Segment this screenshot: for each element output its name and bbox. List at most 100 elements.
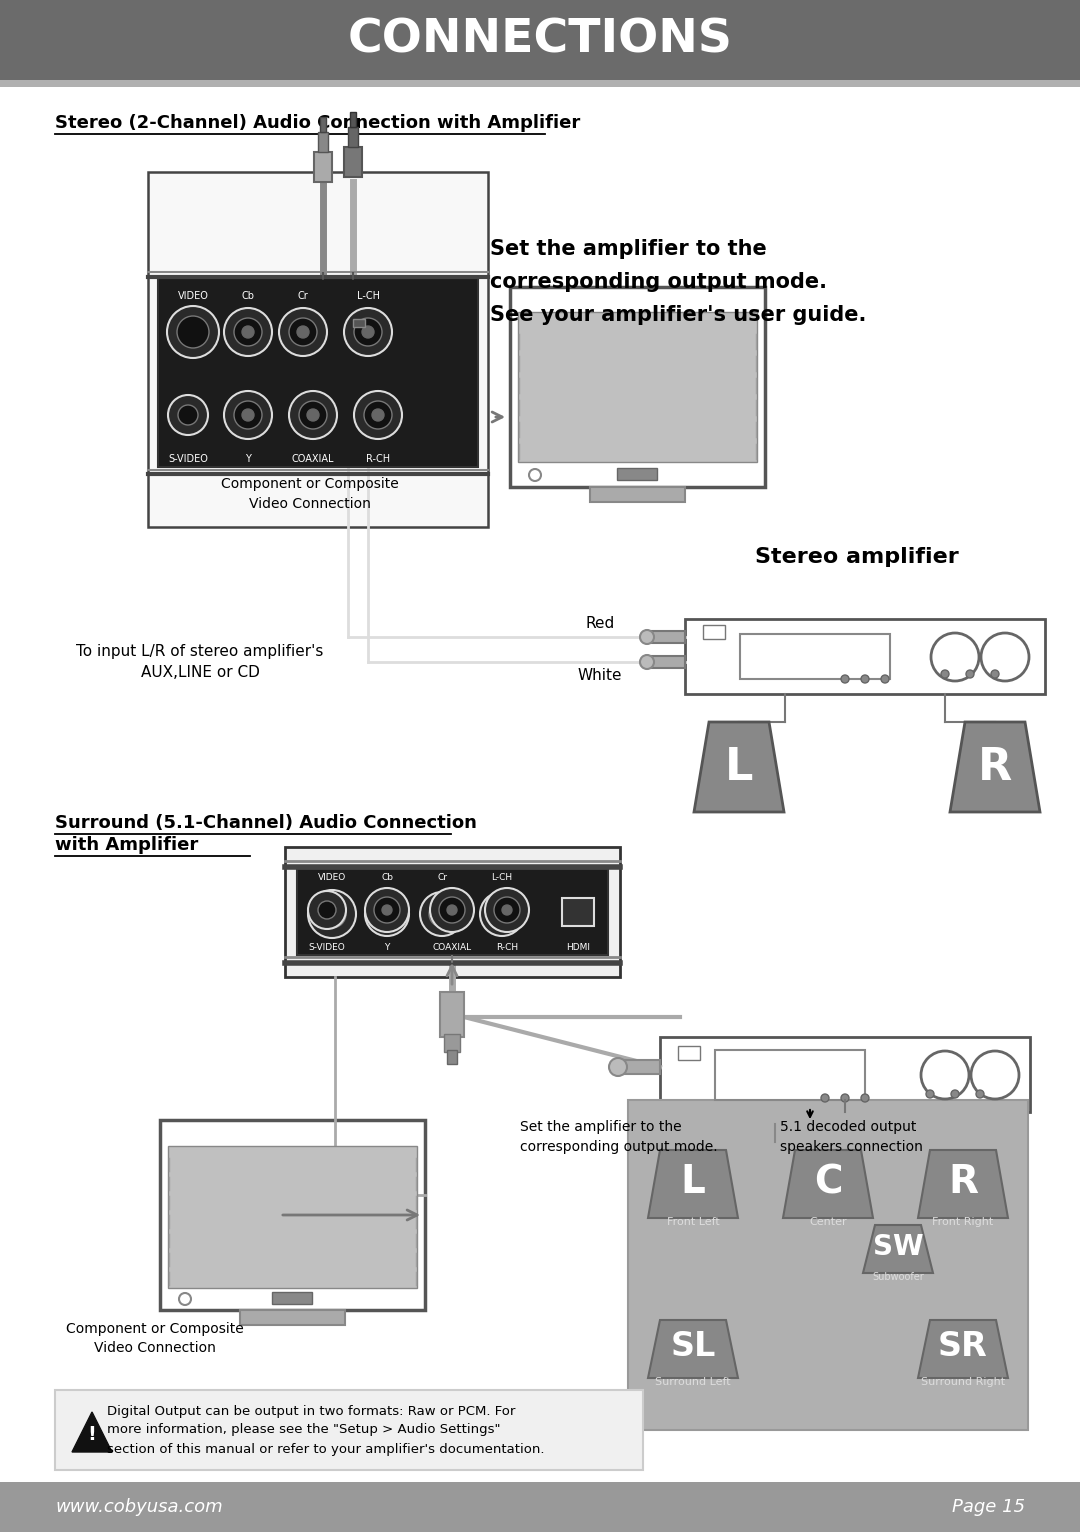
Text: Cr: Cr bbox=[437, 873, 447, 881]
Text: www.cobyusa.com: www.cobyusa.com bbox=[55, 1498, 222, 1517]
Bar bbox=[348, 127, 357, 147]
Bar bbox=[168, 1146, 417, 1288]
Circle shape bbox=[318, 899, 346, 928]
Text: COAXIAL: COAXIAL bbox=[292, 453, 334, 464]
Text: Y: Y bbox=[384, 942, 390, 951]
Bar bbox=[314, 152, 332, 182]
Bar bbox=[148, 172, 488, 527]
Circle shape bbox=[289, 391, 337, 440]
Circle shape bbox=[861, 1094, 869, 1102]
Circle shape bbox=[881, 676, 889, 683]
Text: To input L/R of stereo amplifier's
AUX,LINE or CD: To input L/R of stereo amplifier's AUX,L… bbox=[77, 643, 324, 680]
Circle shape bbox=[640, 656, 654, 669]
Bar bbox=[678, 1046, 700, 1060]
Circle shape bbox=[365, 892, 409, 936]
Circle shape bbox=[981, 633, 1029, 682]
Bar bbox=[617, 467, 657, 480]
Circle shape bbox=[502, 905, 512, 915]
Bar bbox=[650, 631, 685, 643]
Circle shape bbox=[497, 908, 507, 919]
Text: L: L bbox=[725, 746, 753, 789]
Bar bbox=[440, 993, 464, 1037]
Polygon shape bbox=[648, 1321, 738, 1377]
Bar bbox=[510, 286, 765, 487]
Circle shape bbox=[234, 401, 262, 429]
Bar bbox=[444, 1034, 460, 1052]
Circle shape bbox=[841, 1094, 849, 1102]
Circle shape bbox=[224, 391, 272, 440]
Bar bbox=[0, 0, 1080, 80]
Bar bbox=[627, 1100, 1028, 1429]
Bar bbox=[55, 1390, 643, 1471]
Text: with Amplifier: with Amplifier bbox=[55, 836, 199, 853]
Polygon shape bbox=[72, 1413, 112, 1452]
Circle shape bbox=[529, 469, 541, 481]
Bar bbox=[650, 656, 685, 668]
Bar bbox=[240, 1310, 345, 1325]
Bar bbox=[160, 1120, 426, 1310]
Text: Digital Output can be output in two formats: Raw or PCM. For
more information, p: Digital Output can be output in two form… bbox=[107, 1405, 544, 1455]
Text: COAXIAL: COAXIAL bbox=[432, 942, 472, 951]
Text: S-VIDEO: S-VIDEO bbox=[309, 942, 346, 951]
Circle shape bbox=[177, 316, 210, 348]
Text: Cr: Cr bbox=[298, 291, 309, 300]
Bar bbox=[447, 1049, 457, 1065]
Bar bbox=[350, 112, 356, 127]
Text: 5.1 decoded output
speakers connection: 5.1 decoded output speakers connection bbox=[780, 1120, 923, 1154]
Circle shape bbox=[991, 669, 999, 679]
Text: L-CH: L-CH bbox=[491, 873, 513, 881]
Circle shape bbox=[437, 908, 447, 919]
Text: L-CH: L-CH bbox=[356, 291, 379, 300]
Circle shape bbox=[242, 326, 254, 339]
Circle shape bbox=[374, 901, 400, 927]
Bar bbox=[158, 277, 478, 467]
Text: Y: Y bbox=[245, 453, 251, 464]
Text: Stereo (2-Channel) Audio Connection with Amplifier: Stereo (2-Channel) Audio Connection with… bbox=[55, 113, 580, 132]
Bar bbox=[740, 634, 890, 679]
Polygon shape bbox=[950, 722, 1040, 812]
Circle shape bbox=[354, 391, 402, 440]
Text: CONNECTIONS: CONNECTIONS bbox=[348, 17, 732, 63]
Bar bbox=[353, 319, 365, 326]
Circle shape bbox=[354, 319, 382, 346]
Circle shape bbox=[297, 326, 309, 339]
Text: Set the amplifier to the
corresponding output mode.
See your amplifier's user gu: Set the amplifier to the corresponding o… bbox=[490, 239, 866, 325]
Circle shape bbox=[966, 669, 974, 679]
Circle shape bbox=[430, 889, 474, 931]
Bar bbox=[640, 659, 652, 665]
Text: Front Right: Front Right bbox=[932, 1216, 994, 1227]
Circle shape bbox=[429, 901, 455, 927]
Text: SL: SL bbox=[671, 1330, 716, 1363]
Circle shape bbox=[640, 630, 654, 643]
Circle shape bbox=[382, 905, 392, 915]
Circle shape bbox=[941, 669, 949, 679]
Text: Surround Left: Surround Left bbox=[656, 1377, 731, 1386]
Text: SW: SW bbox=[873, 1233, 923, 1261]
Circle shape bbox=[976, 1089, 984, 1098]
Circle shape bbox=[921, 1051, 969, 1098]
Text: Subwoofer: Subwoofer bbox=[873, 1272, 923, 1282]
Circle shape bbox=[494, 898, 519, 922]
Text: Red: Red bbox=[585, 616, 615, 631]
Text: !: ! bbox=[87, 1425, 96, 1443]
Circle shape bbox=[931, 633, 978, 682]
Text: Center: Center bbox=[809, 1216, 847, 1227]
Polygon shape bbox=[918, 1151, 1008, 1218]
Text: R-CH: R-CH bbox=[366, 453, 390, 464]
Circle shape bbox=[841, 676, 849, 683]
Circle shape bbox=[308, 890, 356, 938]
Circle shape bbox=[480, 892, 524, 936]
Circle shape bbox=[224, 308, 272, 355]
Circle shape bbox=[168, 395, 208, 435]
Circle shape bbox=[861, 676, 869, 683]
Circle shape bbox=[178, 404, 198, 424]
Text: VIDEO: VIDEO bbox=[318, 873, 346, 881]
Text: C: C bbox=[813, 1163, 842, 1201]
Circle shape bbox=[365, 889, 409, 931]
Circle shape bbox=[307, 409, 319, 421]
Text: HDMI: HDMI bbox=[566, 942, 590, 951]
Circle shape bbox=[438, 898, 465, 922]
Bar bbox=[622, 1060, 660, 1074]
Circle shape bbox=[308, 892, 346, 928]
Text: Surround Right: Surround Right bbox=[921, 1377, 1005, 1386]
